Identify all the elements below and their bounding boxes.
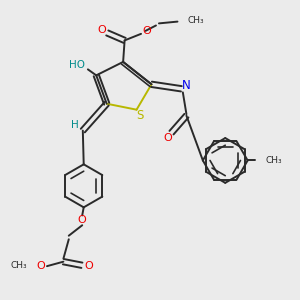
Text: CH₃: CH₃	[187, 16, 204, 25]
Text: HO: HO	[68, 60, 85, 70]
Text: N: N	[182, 79, 191, 92]
Text: CH₃: CH₃	[266, 156, 282, 165]
Text: O: O	[142, 26, 151, 36]
Text: O: O	[36, 261, 45, 271]
Text: S: S	[136, 109, 144, 122]
Text: O: O	[78, 215, 87, 225]
Text: O: O	[97, 25, 106, 35]
Text: CH₃: CH₃	[11, 261, 28, 270]
Text: O: O	[164, 133, 172, 143]
Text: O: O	[84, 261, 93, 271]
Text: H: H	[70, 120, 78, 130]
